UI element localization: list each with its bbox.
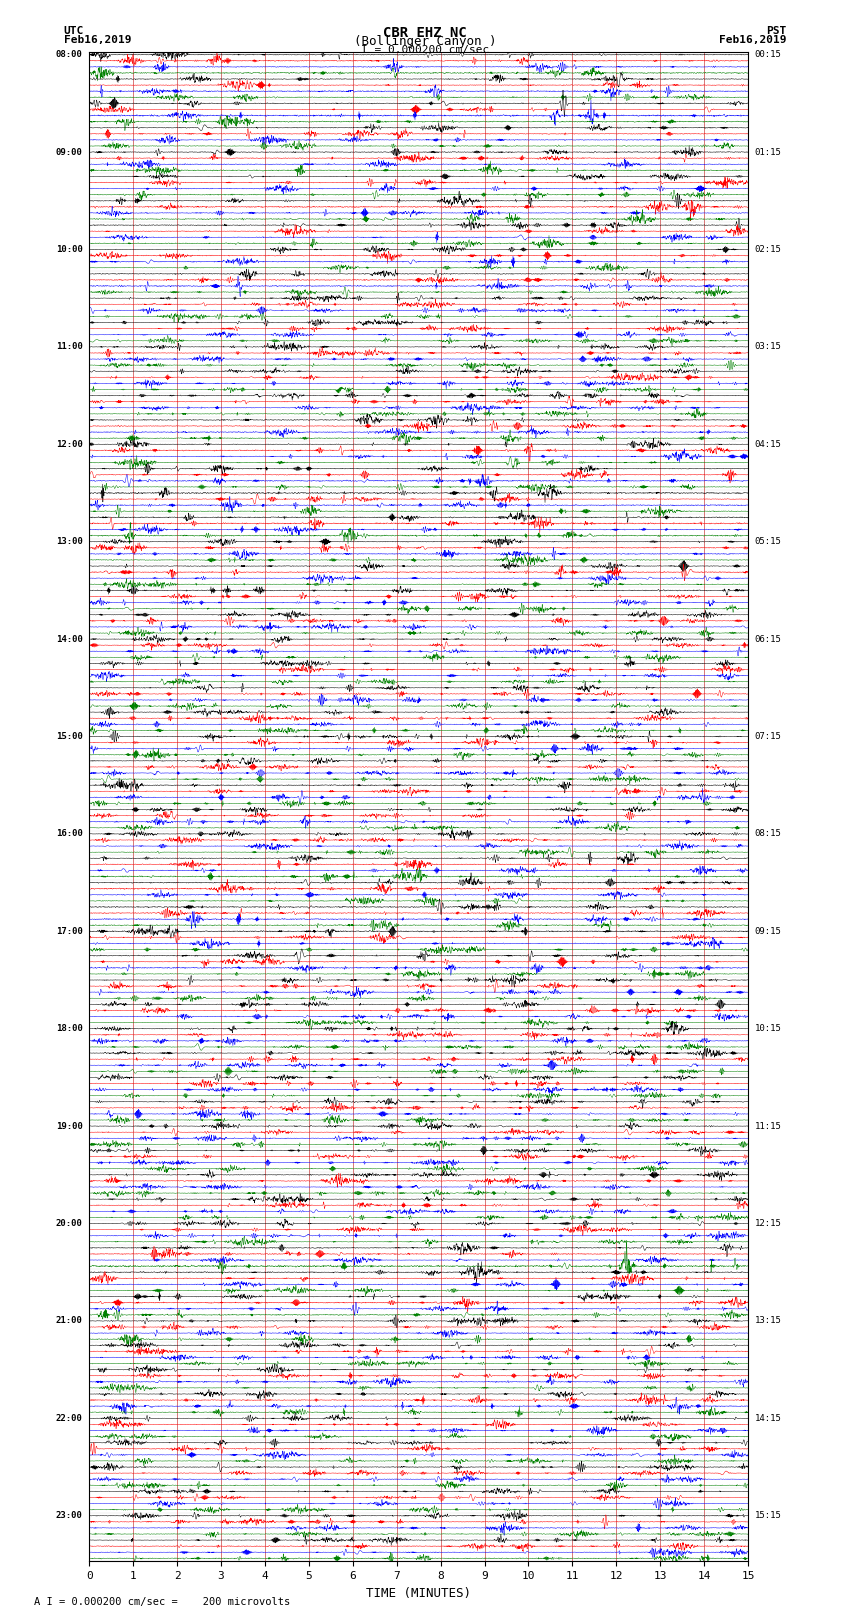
Text: 05:15: 05:15 [755,537,781,547]
Text: 09:00: 09:00 [56,147,82,156]
Text: 02:15: 02:15 [755,245,781,253]
Text: 01:15: 01:15 [755,147,781,156]
Text: PST: PST [766,26,786,35]
Text: 09:15: 09:15 [755,927,781,936]
Text: 16:00: 16:00 [56,829,82,839]
Text: 10:00: 10:00 [56,245,82,253]
Text: 00:15: 00:15 [755,50,781,60]
Text: A I = 0.000200 cm/sec =    200 microvolts: A I = 0.000200 cm/sec = 200 microvolts [34,1597,290,1607]
Text: Feb16,2019: Feb16,2019 [719,35,786,45]
Text: 11:00: 11:00 [56,342,82,352]
Text: 13:15: 13:15 [755,1316,781,1326]
Text: 06:15: 06:15 [755,634,781,644]
Text: 03:15: 03:15 [755,342,781,352]
Text: 15:00: 15:00 [56,732,82,740]
Text: 13:00: 13:00 [56,537,82,547]
Text: 11:15: 11:15 [755,1121,781,1131]
Text: UTC: UTC [64,26,84,35]
Text: 04:15: 04:15 [755,440,781,448]
Text: 15:15: 15:15 [755,1511,781,1519]
Text: 23:00: 23:00 [56,1511,82,1519]
Text: Feb16,2019: Feb16,2019 [64,35,131,45]
Text: 20:00: 20:00 [56,1219,82,1227]
Text: 22:00: 22:00 [56,1415,82,1423]
X-axis label: TIME (MINUTES): TIME (MINUTES) [366,1587,471,1600]
Text: 18:00: 18:00 [56,1024,82,1034]
Text: 10:15: 10:15 [755,1024,781,1034]
Text: 08:00: 08:00 [56,50,82,60]
Text: 08:15: 08:15 [755,829,781,839]
Text: CBR EHZ NC: CBR EHZ NC [383,26,467,40]
Text: I = 0.000200 cm/sec: I = 0.000200 cm/sec [361,45,489,55]
Text: 12:00: 12:00 [56,440,82,448]
Text: 17:00: 17:00 [56,927,82,936]
Text: (Bollinger Canyon ): (Bollinger Canyon ) [354,35,496,48]
Text: 14:00: 14:00 [56,634,82,644]
Text: 14:15: 14:15 [755,1415,781,1423]
Text: 19:00: 19:00 [56,1121,82,1131]
Text: 21:00: 21:00 [56,1316,82,1326]
Text: 07:15: 07:15 [755,732,781,740]
Text: 12:15: 12:15 [755,1219,781,1227]
